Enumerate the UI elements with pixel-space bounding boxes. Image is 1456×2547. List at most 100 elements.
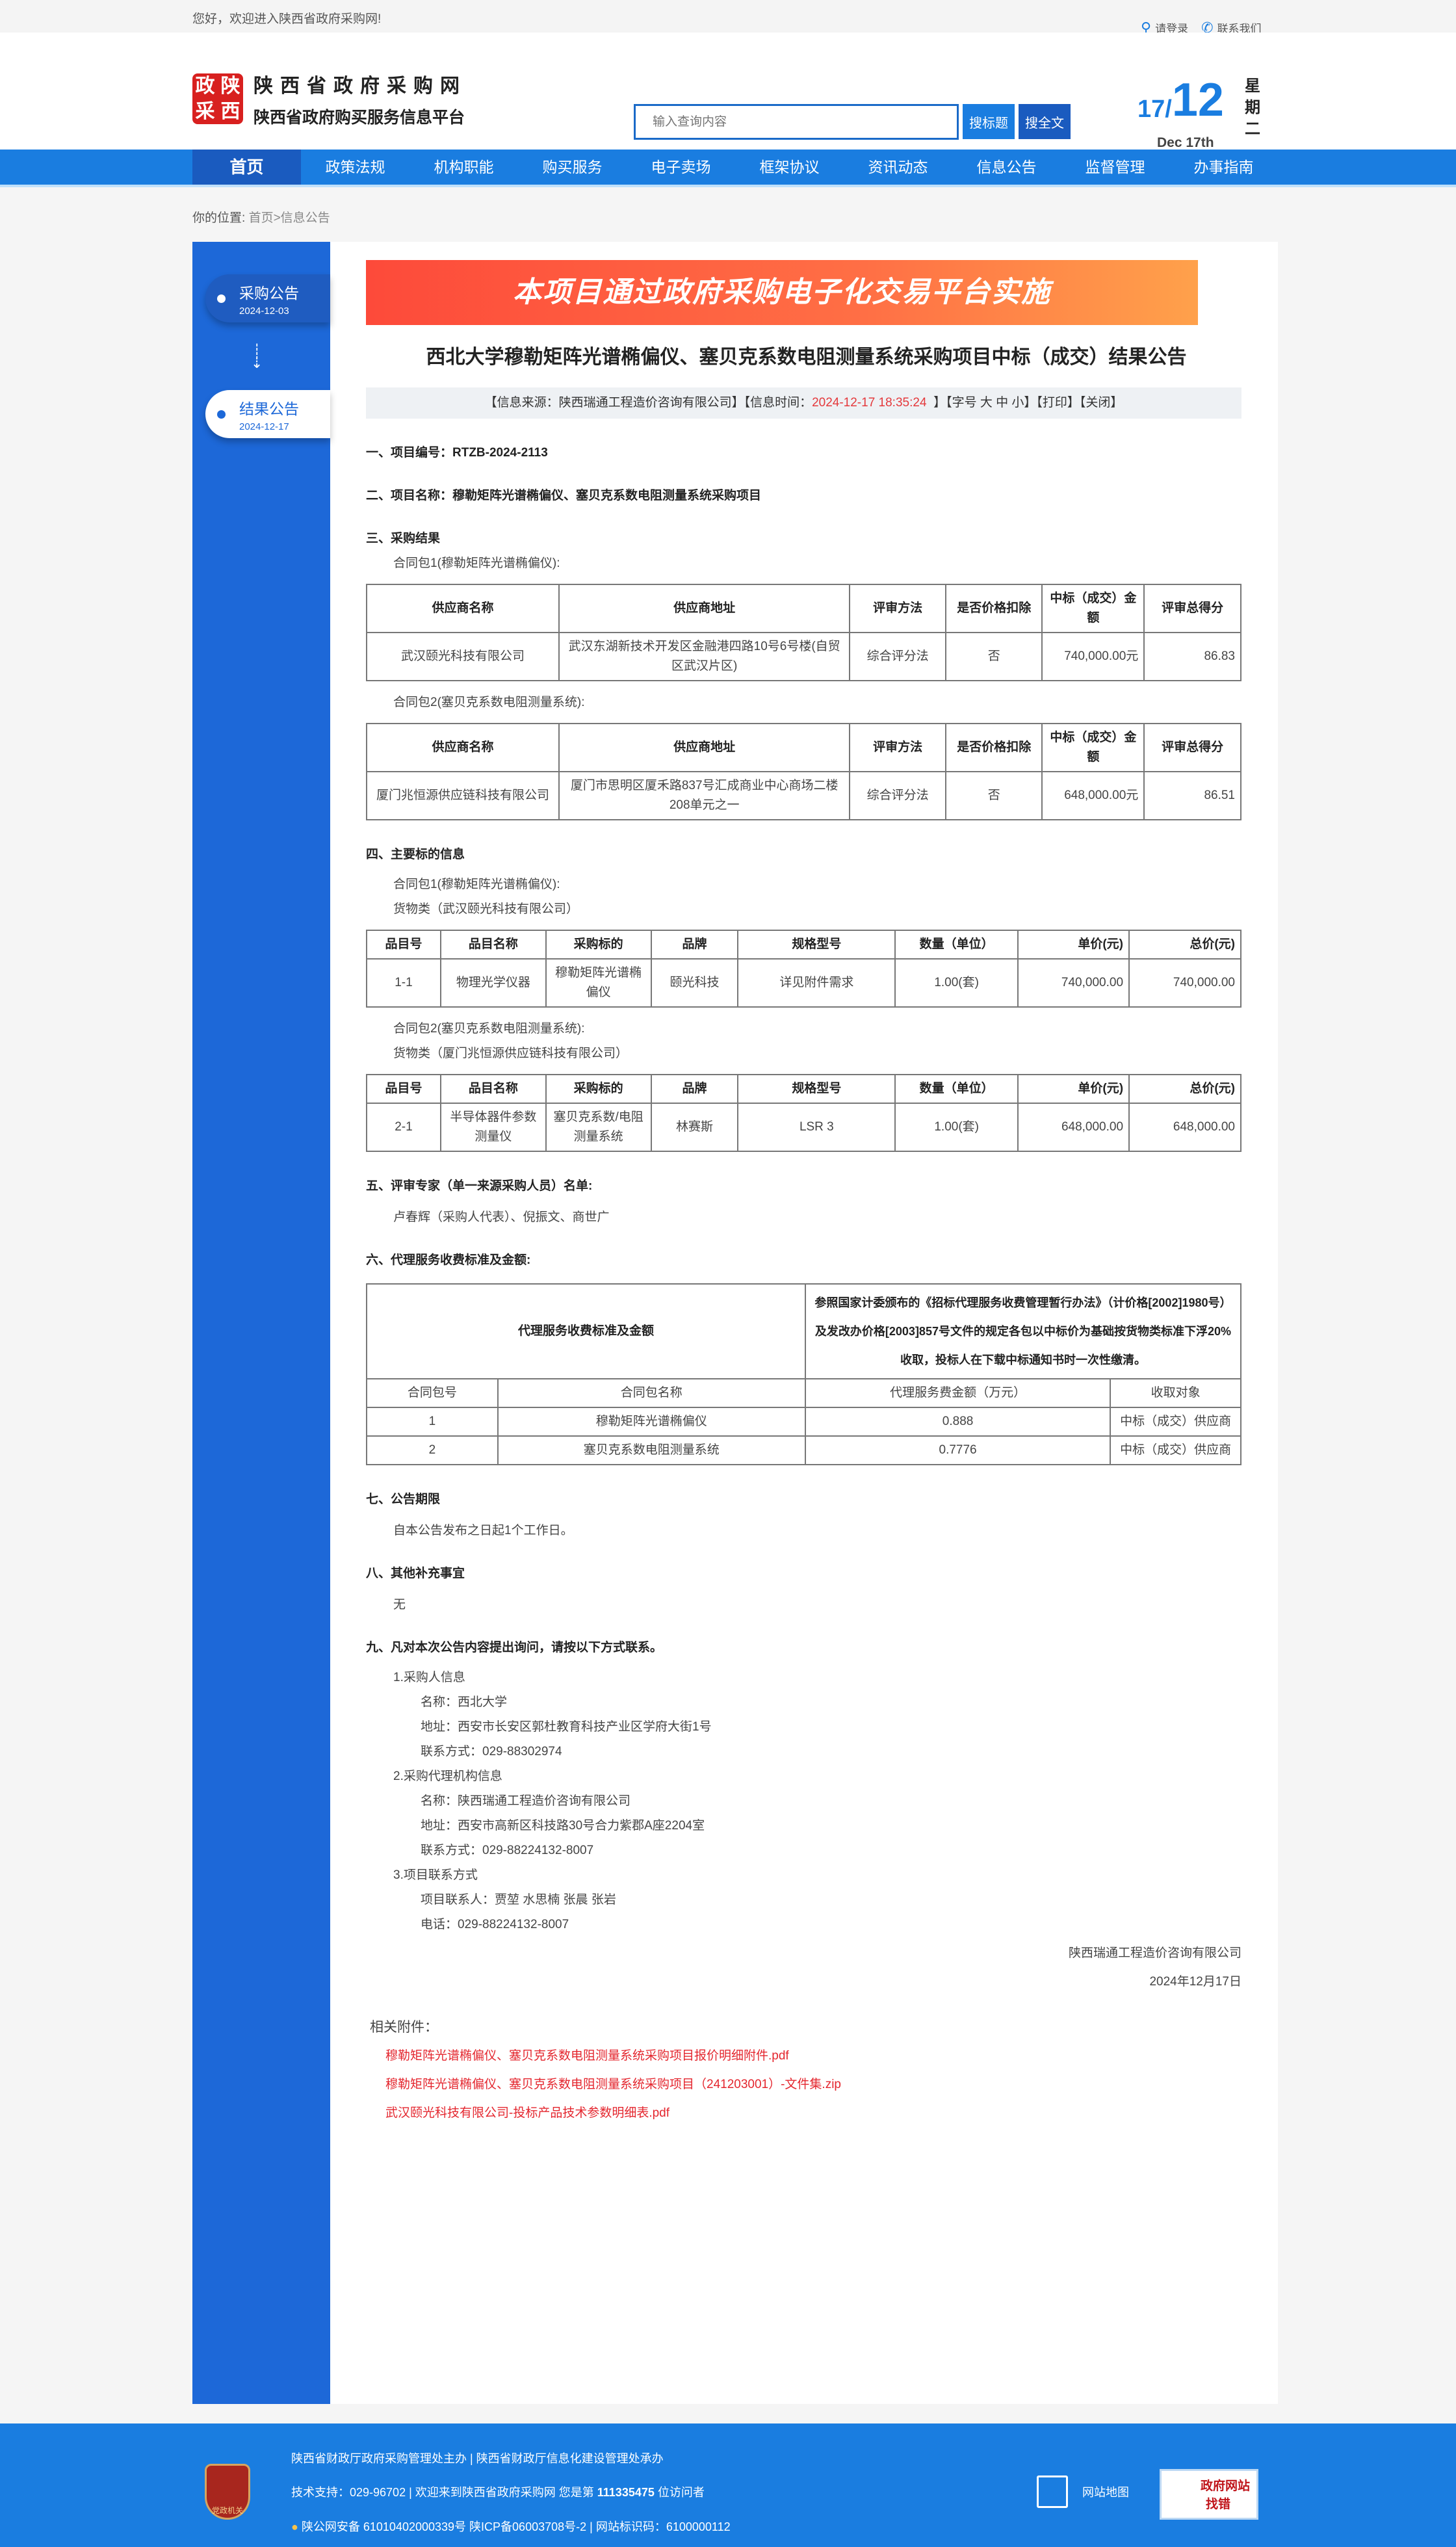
map-icon: [1037, 2475, 1068, 2508]
search-title-button[interactable]: 搜标题: [963, 104, 1015, 139]
table-row: 厦门兆恒源供应链科技有限公司 厦门市思明区厦禾路837号汇成商业中心商场二楼208…: [366, 771, 1242, 820]
nav-announcements[interactable]: 信息公告: [976, 159, 1037, 176]
search-input[interactable]: [634, 104, 959, 140]
breadcrumb-home[interactable]: 首页: [248, 211, 274, 225]
date-english: Dec 17th: [1157, 135, 1214, 150]
col-header: 供应商名称: [366, 584, 560, 633]
cell: 武汉颐光科技有限公司: [366, 632, 560, 681]
cell: 厦门市思明区厦禾路837号汇成商业中心商场二楼208单元之一: [558, 771, 851, 820]
sidebar-item-label: 结果公告: [239, 400, 299, 417]
cell: 中标（成交）供应商: [1110, 1435, 1242, 1465]
signature-company: 陕西瑞通工程造价咨询有限公司: [1068, 1946, 1242, 1960]
info-actions[interactable]: 】【字号 大 中 小】【打印】【关闭】: [933, 396, 1123, 410]
contact-line: 电话：029-88224132-8007: [421, 1918, 569, 1931]
table-row: 2-1 半导体器件参数测量仪 塞贝克系数/电阻测量系统 林赛斯 LSR 3 1.00(套)…: [366, 1103, 1242, 1152]
cell: 综合评分法: [849, 771, 946, 820]
col-header: 总价(元): [1128, 1074, 1242, 1104]
section-heading: 四、主要标的信息: [366, 848, 465, 861]
nav-framework[interactable]: 框架协议: [759, 159, 820, 176]
attachments-label: 相关附件：: [370, 2020, 438, 2035]
sidebar-item-procurement-notice[interactable]: 采购公告 2024-12-03: [205, 274, 330, 322]
date-day: 17/: [1138, 96, 1172, 123]
main-panel: 采购公告 2024-12-03 ┊ ⇣ 结果公告 2024-12-17 本项目通过…: [192, 242, 1278, 2404]
sidebar-item-result-notice[interactable]: 结果公告 2024-12-17: [205, 390, 330, 438]
table-header-row: 供应商名称 供应商地址 评审方法 是否价格扣除 中标（成交）金额 评审总得分: [366, 584, 1242, 633]
package-label: 合同包2(塞贝克系数电阻测量系统):: [393, 1022, 585, 1036]
cell: 1: [366, 1407, 499, 1437]
nav-home[interactable]: 首页: [192, 150, 301, 185]
cell: 半导体器件参数测量仪: [439, 1103, 547, 1152]
cell: 1-1: [366, 958, 441, 1008]
login-label: 请登录: [1155, 23, 1189, 35]
attachment-link[interactable]: 穆勒矩阵光谱椭偏仪、塞贝克系数电阻测量系统采购项目（241203001）-文件集…: [385, 2078, 841, 2091]
result-table-1: 供应商名称 供应商地址 评审方法 是否价格扣除 中标（成交）金额 评审总得分 武汉颐光科技…: [366, 584, 1242, 681]
section-heading: 三、采购结果: [366, 532, 441, 545]
attachments: 相关附件： 穆勒矩阵光谱椭偏仪、塞贝克系数电阻测量系统采购项目报价明细附件.pd…: [366, 2019, 1242, 2122]
phone-icon: ✆: [1201, 20, 1214, 36]
col-header: 数量（单位）: [894, 930, 1019, 960]
col-header: 评审总得分: [1143, 584, 1242, 633]
nav-news[interactable]: 资讯动态: [868, 159, 928, 176]
col-header: 是否价格扣除: [944, 723, 1043, 772]
cell: 塞贝克系数/电阻测量系统: [545, 1103, 652, 1152]
support-text: 技术支持：029-96702 | 欢迎来到陕西省政府采购网 您是第: [291, 2486, 597, 2499]
article-info-bar: 【信息来源：陕西瑞通工程造价咨询有限公司】【信息时间：2024-12-17 18…: [366, 387, 1242, 419]
item-table-2: 品目号 品目名称 采购标的 品牌 规格型号 数量（单位） 单价(元) 总价(元) 2-1 半导体…: [366, 1074, 1242, 1152]
sitemap-link[interactable]: 网站地图: [1037, 2475, 1129, 2508]
logo-char: 陕: [220, 75, 240, 97]
article-title: 西北大学穆勒矩阵光谱椭偏仪、塞贝克系数电阻测量系统采购项目中标（成交）结果公告: [426, 346, 1187, 368]
col-header: 合同包名称: [497, 1378, 806, 1408]
login-link[interactable]: ⚲ 请登录: [1141, 20, 1188, 36]
gov-site-error-report[interactable]: 政府网站 找错: [1160, 2469, 1258, 2520]
nav-organization[interactable]: 机构职能: [434, 159, 494, 176]
cell: 详见附件需求: [737, 958, 896, 1008]
timeline-sidebar: 采购公告 2024-12-03 ┊ ⇣ 结果公告 2024-12-17: [192, 242, 330, 2404]
attachment-link[interactable]: 武汉颐光科技有限公司-投标产品技术参数明细表.pdf: [385, 2106, 670, 2120]
party-organ-emblem[interactable]: 党政机关: [205, 2464, 250, 2520]
contact-group: 1.采购人信息: [393, 1671, 465, 1684]
cell: 648,000.00: [1128, 1103, 1242, 1152]
registration-text[interactable]: 陕公网安备 61010402000339号 陕ICP备06003708号-2 |…: [301, 2520, 731, 2533]
table-row: 1-1 物理光学仪器 穆勒矩阵光谱椭偏仪 颐光科技 详见附件需求 1.00(套) 740,0…: [366, 958, 1242, 1008]
cell: 颐光科技: [650, 958, 739, 1008]
police-badge-icon: ●: [291, 2520, 298, 2533]
cell: 86.51: [1143, 771, 1242, 820]
cell: 648,000.00元: [1041, 771, 1145, 820]
col-header: 单价(元): [1017, 1074, 1130, 1104]
col-header: 品目号: [366, 930, 441, 960]
cell: 穆勒矩阵光谱椭偏仪: [545, 958, 652, 1008]
contact-line: 联系方式：029-88302974: [421, 1745, 562, 1758]
col-header: 规格型号: [737, 1074, 896, 1104]
footer-support: 技术支持：029-96702 | 欢迎来到陕西省政府采购网 您是第 111335…: [291, 2483, 705, 2500]
footer-sponsor: 陕西省财政厅政府采购管理处主办 | 陕西省财政厅信息化建设管理处承办: [291, 2452, 664, 2465]
date-display: 17/12 Dec 17th 星期二: [1138, 77, 1260, 150]
nav-policy[interactable]: 政策法规: [325, 159, 385, 176]
site-logo[interactable]: 政陕采西 陕西省政府采购网 陕西省政府购买服务信息平台: [192, 70, 467, 128]
col-header: 品目号: [366, 1074, 441, 1104]
col-header: 单价(元): [1017, 930, 1130, 960]
info-source: 【信息来源：陕西瑞通工程造价咨询有限公司】【信息时间：: [484, 396, 812, 410]
nav-e-mall[interactable]: 电子卖场: [651, 159, 711, 176]
gov-error-title: 政府网站: [1200, 2479, 1250, 2493]
cell: 中标（成交）供应商: [1110, 1407, 1242, 1437]
cell: 物理光学仪器: [439, 958, 547, 1008]
search-fulltext-button[interactable]: 搜全文: [1019, 104, 1071, 139]
nav-guide[interactable]: 办事指南: [1193, 159, 1254, 176]
col-header: 中标（成交）金额: [1041, 584, 1145, 633]
e-platform-banner: 本项目通过政府采购电子化交易平台实施: [366, 260, 1198, 325]
attachment-link[interactable]: 穆勒矩阵光谱椭偏仪、塞贝克系数电阻测量系统采购项目报价明细附件.pdf: [385, 2049, 789, 2063]
result-table-2: 供应商名称 供应商地址 评审方法 是否价格扣除 中标（成交）金额 评审总得分 厦门兆恒源供…: [366, 723, 1242, 820]
nav-supervision[interactable]: 监督管理: [1085, 159, 1145, 176]
site-name: 陕西省政府采购网: [254, 75, 467, 97]
breadcrumb-current[interactable]: >信息公告: [273, 211, 330, 225]
col-header: 供应商名称: [366, 723, 560, 772]
logo-char: 采: [195, 101, 215, 122]
fee-description: 参照国家计委颁布的《招标代理服务收费管理暂行办法》（计价格[2002]1980号…: [804, 1283, 1242, 1379]
col-header: 数量（单位）: [894, 1074, 1019, 1104]
contact-link[interactable]: ✆ 联系我们: [1201, 20, 1261, 36]
dot-icon: [217, 294, 226, 303]
col-header: 采购标的: [545, 1074, 652, 1104]
gov-error-subtitle: 找错: [1205, 2498, 1230, 2511]
nav-purchase-service[interactable]: 购买服务: [542, 159, 603, 176]
contact-line: 地址：西安市长安区郭杜教育科技产业区学府大街1号: [421, 1720, 712, 1734]
